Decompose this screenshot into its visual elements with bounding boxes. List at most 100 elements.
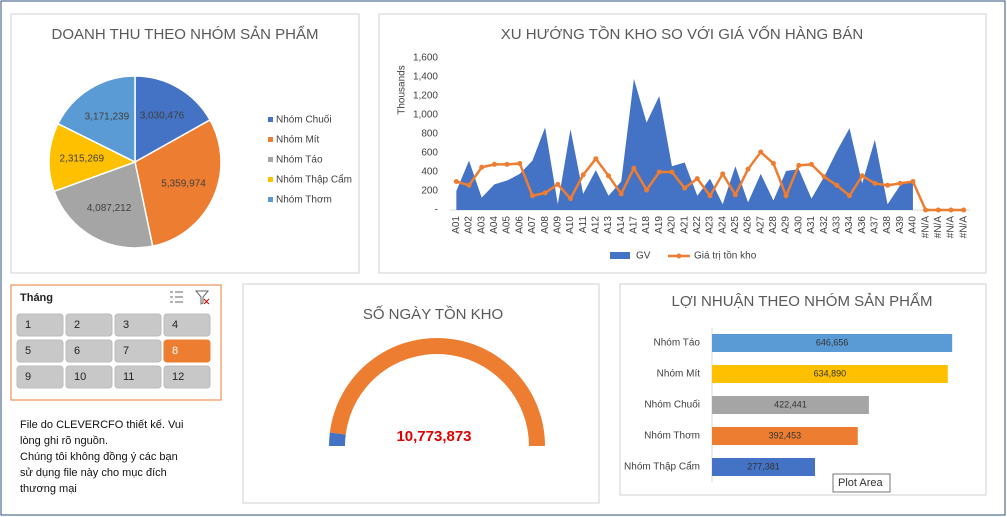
marker	[567, 196, 573, 202]
marker	[618, 191, 624, 197]
x-tick-label: #N/A	[920, 216, 931, 239]
legend-swatch	[268, 177, 273, 182]
x-tick-label: A34	[844, 216, 855, 234]
legend-swatch	[268, 137, 273, 142]
bar	[712, 458, 816, 476]
slicer-button[interactable]	[65, 339, 113, 363]
x-tick-label: A39	[895, 216, 906, 234]
slicer-button[interactable]	[16, 313, 64, 337]
clear-filter-icon[interactable]	[194, 290, 210, 305]
x-tick-label: A05	[502, 216, 513, 234]
marker	[517, 160, 523, 166]
category-label: Nhóm Mít	[657, 369, 701, 380]
y-tick-label: 1,400	[413, 72, 438, 83]
x-tick-label: A12	[590, 216, 601, 234]
marker	[821, 174, 827, 180]
marker	[948, 207, 954, 213]
slicer-button-label: 2	[74, 319, 80, 331]
marker	[783, 193, 789, 199]
data-label: 2,315,269	[60, 154, 105, 165]
x-tick-label: A04	[489, 216, 500, 234]
data-label: 422,441	[774, 399, 807, 409]
y-tick-label: 1,200	[413, 91, 438, 102]
clear-x	[203, 298, 210, 305]
slicer-button[interactable]	[16, 339, 64, 363]
marker	[847, 193, 853, 199]
legend-label: Nhóm Thơm	[276, 195, 332, 206]
x-tick-label: A33	[831, 216, 842, 234]
x-tick-label: A38	[882, 216, 893, 234]
slicer-button[interactable]	[65, 365, 113, 389]
marker	[770, 160, 776, 166]
marker	[466, 182, 472, 188]
x-tick-label: #N/A	[933, 216, 944, 239]
slicer-button[interactable]	[114, 339, 162, 363]
tooltip-box	[832, 473, 891, 493]
x-tick-label: A29	[781, 216, 792, 234]
gauge-value: 10,773,873	[396, 428, 471, 445]
bar	[712, 396, 869, 414]
x-tick-label: A20	[667, 216, 678, 234]
x-tick-label: A13	[603, 216, 614, 234]
marker	[910, 179, 916, 184]
marker	[859, 173, 865, 179]
marker	[720, 171, 726, 177]
y-tick-label: 800	[421, 129, 438, 140]
y-tick-label: 200	[421, 186, 438, 197]
chart-title: DOANH THU THEO NHÓM SẢN PHẨM	[52, 25, 319, 43]
legend-label: Giá trị tồn kho	[694, 250, 757, 262]
data-label: 5,359,974	[161, 179, 206, 190]
slicer-button-label: 3	[123, 319, 129, 331]
legend-label: Nhóm Táo	[276, 155, 323, 166]
x-tick-label: #N/A	[958, 216, 969, 239]
slicer-button[interactable]	[16, 365, 64, 389]
marker	[935, 207, 941, 213]
x-tick-label: A07	[527, 216, 538, 234]
slicer-button-label: 8	[172, 345, 178, 357]
legend-swatch	[268, 197, 273, 202]
marker	[758, 149, 764, 155]
slicer-button[interactable]	[163, 365, 211, 389]
x-tick-label: A30	[793, 216, 804, 234]
x-tick-label: A24	[717, 216, 728, 234]
marker	[796, 162, 802, 168]
chart-title: XU HƯỚNG TỒN KHO SO VỚI GIÁ VỐN HÀNG BÁN	[501, 25, 863, 43]
x-tick-label: A09	[552, 216, 563, 234]
gauge-segment	[328, 432, 346, 446]
x-tick-label: A06	[514, 216, 525, 234]
legend-swatch	[268, 117, 273, 122]
slicer-icons[interactable]	[170, 290, 210, 305]
slicer-button-label: 11	[123, 371, 134, 383]
slicer-button-label: 1	[25, 319, 31, 331]
pie-slice	[134, 75, 212, 164]
x-tick-label: A27	[755, 216, 766, 234]
category-label: Nhóm Chuối	[644, 399, 700, 411]
multi-select-icon[interactable]	[170, 291, 183, 303]
marker	[529, 193, 535, 199]
data-label: 392,453	[769, 430, 802, 440]
legend-swatch	[610, 252, 630, 259]
slicer-button[interactable]	[114, 365, 162, 389]
legend-swatch	[268, 157, 273, 162]
slicer-button[interactable]	[114, 313, 162, 337]
marker	[732, 192, 738, 198]
slicer-button[interactable]	[163, 313, 211, 337]
pie-slice	[134, 118, 222, 248]
marker	[707, 193, 713, 199]
data-label: 277,381	[747, 461, 780, 471]
slicer-button-label: 5	[25, 345, 31, 357]
marker	[961, 207, 967, 213]
panel	[378, 13, 987, 274]
slicer-button[interactable]	[65, 313, 113, 337]
y-tick-label: 1,600	[413, 53, 438, 64]
slicer-button[interactable]	[163, 339, 211, 363]
x-tick-label: A28	[768, 216, 779, 234]
marker	[542, 190, 548, 196]
category-label: Nhóm Thập Cẩm	[624, 461, 700, 473]
marker	[555, 181, 561, 187]
chart-title: LỢI NHUẬN THEO NHÓM SẢN PHẨM	[672, 292, 933, 310]
pie-slice	[53, 161, 154, 249]
slicer-button-label: 6	[74, 345, 80, 357]
marker	[656, 169, 662, 175]
